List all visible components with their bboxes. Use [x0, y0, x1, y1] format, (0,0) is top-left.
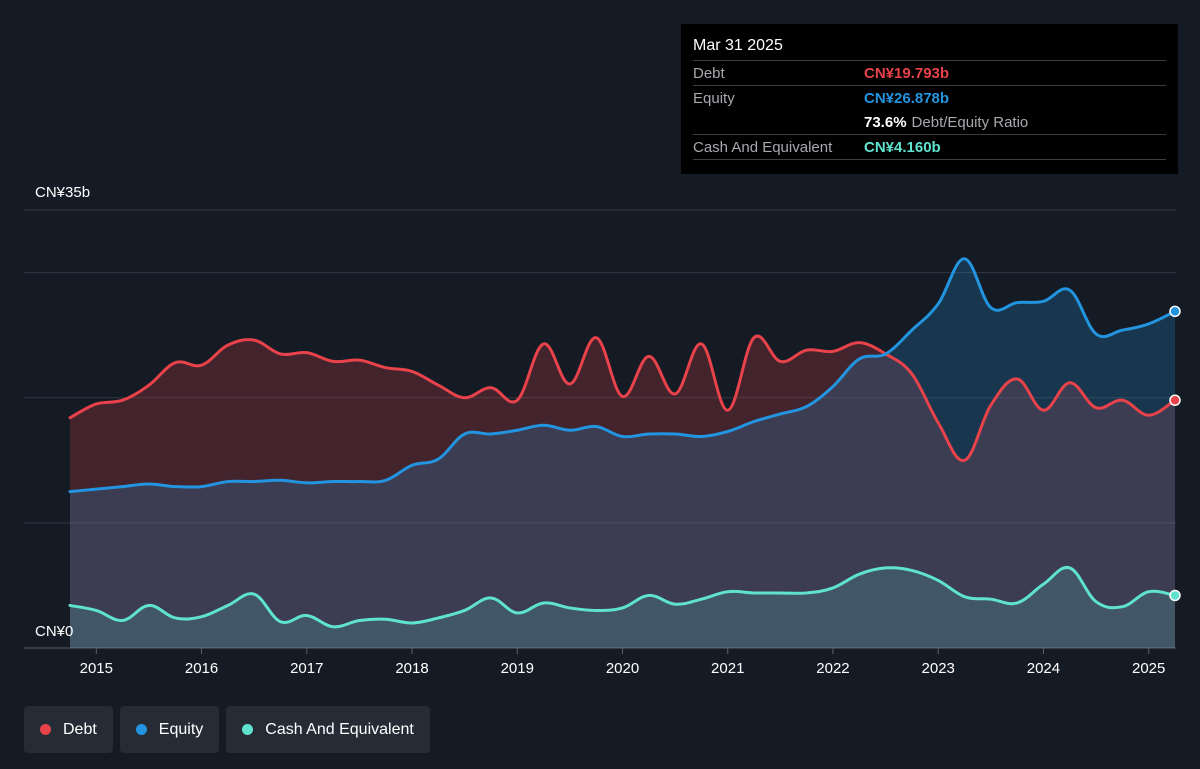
legend-item-equity[interactable]: Equity: [119, 706, 220, 753]
x-axis: 2015 2016 2017 2018 2019 2020 2021 2022 2023 2024…: [80, 648, 1165, 677]
tooltip-row-debt: Debt CN¥19.793b: [693, 60, 1166, 85]
cash-dot-icon: [242, 724, 254, 735]
x-tick-label: 2015: [80, 660, 113, 677]
tooltip-row-equity: Equity CN¥26.878b: [693, 85, 1166, 110]
debt-line: [68, 334, 1177, 462]
tooltip-cash-value: CN¥4.160b: [864, 138, 941, 156]
series-areas: [70, 258, 1175, 648]
legend-item-cash[interactable]: Cash And Equivalent: [226, 706, 430, 753]
end-markers: [1169, 305, 1181, 602]
x-tick-label: 2019: [501, 660, 534, 677]
tooltip-equity-value: CN¥26.878b: [864, 89, 950, 107]
tooltip-date: Mar 31 2025: [693, 37, 783, 54]
x-tick-label: 2022: [816, 660, 849, 677]
series-lines: [68, 257, 1177, 629]
x-tick-label: 2017: [290, 660, 323, 677]
x-tick-label: 2016: [185, 660, 218, 677]
equity-line: [68, 257, 1177, 494]
legend: Debt Equity Cash And Equivalent: [24, 706, 430, 753]
cash-line: [68, 565, 1177, 629]
cash-area: [70, 567, 1175, 648]
x-tick-label: 2025: [1132, 660, 1165, 677]
x-tick-label: 2021: [711, 660, 744, 677]
tooltip-ratio-label: Debt/Equity Ratio: [911, 113, 1029, 131]
y-axis-max-label: CN¥35b: [35, 184, 90, 201]
x-tick-label: 2024: [1027, 660, 1060, 677]
tooltip-debt-value: CN¥19.793b: [864, 64, 950, 82]
tooltip-row-cash: Cash And Equivalent CN¥4.160b: [693, 134, 1166, 160]
equity-dot-icon: [135, 724, 147, 735]
legend-label-cash: Cash And Equivalent: [265, 720, 414, 738]
tooltip-equity-label: Equity: [693, 89, 735, 107]
x-tick-label: 2020: [606, 660, 639, 677]
debt-area: [70, 336, 1175, 648]
tooltip-cash-label: Cash And Equivalent: [693, 138, 833, 156]
x-tick-label: 2023: [922, 660, 955, 677]
equity-end-point: [1169, 305, 1181, 318]
debt-dot-icon: [40, 724, 51, 735]
legend-label-equity: Equity: [158, 720, 204, 738]
grid-lines: [24, 209, 1176, 649]
equity-area: [70, 258, 1175, 648]
tooltip-ratio-value: 73.6%: [864, 113, 907, 131]
legend-label-debt: Debt: [63, 720, 97, 738]
tooltip-debt-label: Debt: [693, 64, 725, 82]
cash-end-point: [1169, 589, 1181, 602]
legend-item-debt[interactable]: Debt: [24, 706, 113, 753]
y-axis-min-label: CN¥0: [35, 623, 73, 640]
tooltip-row-ratio: 73.6% Debt/Equity Ratio: [693, 110, 1166, 134]
tooltip-panel: Mar 31 2025 Debt CN¥19.793b Equity CN¥26…: [681, 24, 1178, 174]
debt-end-point: [1169, 394, 1181, 406]
x-tick-label: 2018: [395, 660, 428, 677]
